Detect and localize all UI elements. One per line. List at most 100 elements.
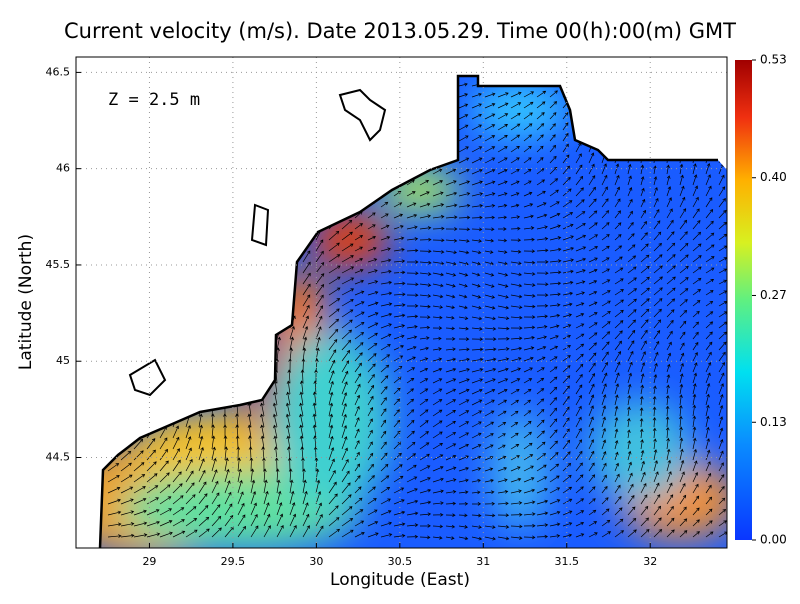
current-arrow [471, 525, 482, 529]
current-arrow [367, 374, 375, 384]
current-arrow [549, 178, 559, 186]
current-arrow [510, 169, 520, 175]
current-arrow [107, 522, 122, 527]
current-arrow [302, 336, 308, 351]
current-arrow [679, 394, 683, 406]
current-arrow [458, 124, 469, 131]
current-arrow [458, 432, 470, 439]
current-arrow [614, 210, 621, 219]
current-arrow [614, 440, 619, 450]
current-arrow [718, 531, 727, 538]
current-arrow [315, 514, 323, 527]
current-arrow [692, 495, 700, 505]
current-arrow [484, 316, 496, 321]
current-arrow [159, 531, 173, 538]
current-arrow [120, 462, 132, 472]
current-arrow [458, 316, 469, 320]
current-arrow [484, 180, 496, 186]
current-arrow [692, 531, 700, 538]
current-arrow [653, 186, 658, 197]
current-arrow [484, 192, 496, 197]
current-arrow [639, 395, 644, 406]
current-arrow [575, 153, 582, 164]
current-arrow [250, 525, 259, 538]
current-arrow [458, 536, 469, 541]
current-arrow [536, 213, 548, 219]
current-arrow [705, 520, 713, 527]
current-arrow [523, 294, 536, 298]
current-arrow [562, 258, 574, 263]
current-arrow [367, 406, 374, 417]
current-arrow [432, 378, 443, 384]
coastline [98, 74, 718, 549]
current-arrow [692, 393, 697, 406]
current-arrow [666, 529, 675, 538]
current-arrow [536, 408, 545, 417]
current-arrow [367, 463, 374, 472]
current-arrow [458, 294, 468, 299]
current-arrow [445, 501, 457, 506]
current-arrow [653, 176, 658, 186]
current-arrow [497, 294, 509, 299]
current-arrow [445, 513, 456, 518]
current-arrow [211, 492, 220, 505]
current-arrow [653, 362, 658, 373]
current-arrow [185, 494, 196, 505]
current-arrow [588, 322, 598, 329]
current-arrow [289, 524, 297, 538]
current-arrow [497, 444, 506, 450]
current-arrow [341, 392, 348, 406]
current-arrow [523, 272, 536, 276]
current-arrow [172, 519, 185, 527]
current-arrow [705, 372, 711, 384]
current-arrow [120, 498, 134, 505]
current-arrow [536, 271, 549, 276]
current-arrow [653, 471, 659, 483]
current-arrow [718, 438, 724, 450]
current-arrow [445, 191, 458, 197]
current-arrow [666, 374, 671, 384]
current-arrow [458, 455, 470, 461]
current-arrow [471, 478, 481, 483]
current-arrow [588, 532, 598, 538]
current-arrow [536, 248, 549, 253]
current-arrow [328, 424, 334, 439]
current-arrow [575, 333, 585, 340]
current-arrow [549, 259, 562, 263]
current-arrow [497, 467, 508, 472]
current-arrow [627, 309, 637, 318]
current-arrow [198, 493, 208, 505]
current-arrow [653, 308, 662, 318]
current-arrow [627, 450, 632, 461]
current-arrow [302, 261, 311, 274]
current-arrow [406, 511, 419, 516]
current-arrow [627, 175, 632, 186]
current-arrow [627, 163, 632, 175]
current-arrow [562, 122, 569, 131]
current-arrow [588, 342, 597, 351]
current-arrow [523, 378, 533, 384]
current-arrow [484, 92, 496, 98]
current-arrow [562, 223, 574, 230]
current-arrow [159, 496, 172, 505]
current-arrow [639, 417, 644, 428]
current-arrow [432, 180, 444, 186]
current-arrow [380, 247, 391, 252]
current-arrow [536, 453, 547, 461]
current-arrow [614, 245, 623, 252]
current-arrow [471, 378, 483, 384]
current-arrow [510, 157, 520, 164]
current-arrow [380, 333, 392, 340]
current-arrow [367, 312, 379, 318]
current-arrow [172, 483, 183, 494]
current-arrow [274, 457, 279, 472]
current-arrow [185, 447, 192, 461]
current-arrow [575, 175, 584, 186]
current-arrow [302, 468, 306, 483]
current-arrow [666, 341, 672, 351]
current-arrow [458, 82, 468, 87]
current-arrow [523, 454, 534, 461]
current-arrow [536, 225, 548, 230]
current-arrow [536, 367, 545, 373]
current-arrow [588, 280, 598, 285]
